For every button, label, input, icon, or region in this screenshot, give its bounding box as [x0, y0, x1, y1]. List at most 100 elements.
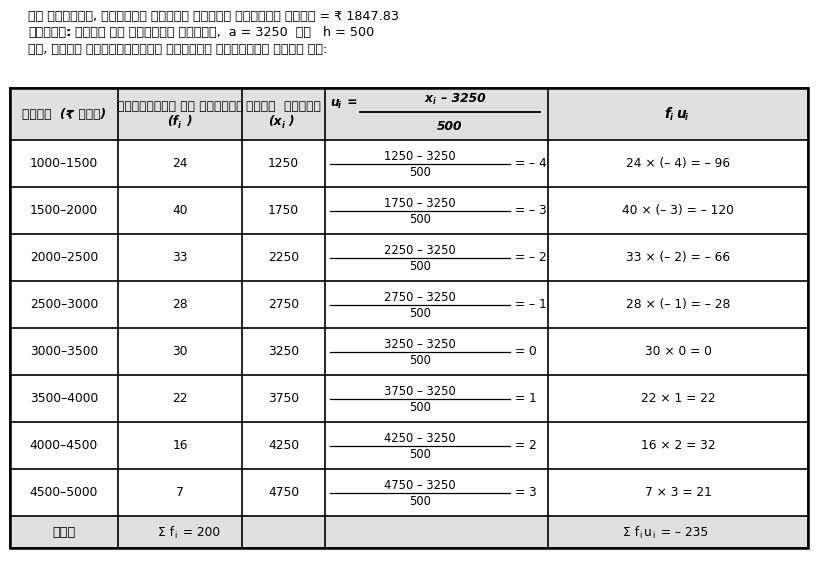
Text: i: i [652, 531, 654, 540]
Text: 16 × 2 = 32: 16 × 2 = 32 [640, 439, 715, 452]
Text: i: i [281, 122, 285, 131]
Text: i: i [338, 101, 341, 110]
Text: 1000–1500: 1000–1500 [30, 157, 98, 170]
Text: 16: 16 [173, 439, 188, 452]
Text: =: = [343, 96, 357, 109]
Text: 3750: 3750 [268, 392, 299, 405]
Text: = 2: = 2 [515, 439, 537, 452]
Text: 40: 40 [173, 204, 188, 217]
Text: 28: 28 [172, 298, 188, 311]
Text: योग: योग [52, 525, 75, 538]
Text: = 200: = 200 [179, 525, 220, 538]
Text: 1500–2000: 1500–2000 [30, 204, 98, 217]
Text: 500: 500 [409, 401, 431, 414]
Text: 4750 – 3250: 4750 – 3250 [384, 479, 456, 492]
Text: 7 × 3 = 21: 7 × 3 = 21 [645, 486, 712, 499]
Text: 30 × 0 = 0: 30 × 0 = 0 [645, 345, 712, 358]
Text: (f: (f [167, 115, 178, 128]
Text: ): ) [289, 115, 294, 128]
Text: व्यय  (₹ में): व्यय (₹ में) [22, 108, 106, 120]
Text: वर्ग  चिन्ह: वर्ग चिन्ह [246, 101, 321, 114]
Text: माध्य:: माध्य: [28, 26, 71, 39]
Bar [10, 375, 808, 422]
Text: 4000–4500: 4000–4500 [30, 439, 98, 452]
Text: परिवारों की संख्या: परिवारों की संख्या [117, 101, 243, 114]
Text: 24: 24 [173, 157, 188, 170]
Text: 3000–3500: 3000–3500 [30, 345, 98, 358]
Text: 1250: 1250 [268, 157, 299, 170]
Text: 500: 500 [409, 495, 431, 508]
Text: 500: 500 [438, 119, 463, 132]
Bar [10, 281, 808, 328]
Text: 3750 – 3250: 3750 – 3250 [384, 385, 456, 398]
Text: 500: 500 [409, 354, 431, 367]
Text: i: i [178, 122, 181, 131]
Text: 4250: 4250 [268, 439, 299, 452]
Text: 22 × 1 = 22: 22 × 1 = 22 [640, 392, 715, 405]
Text: = – 235: = – 235 [657, 525, 708, 538]
Bar [10, 422, 808, 469]
Text: = – 3: = – 3 [515, 204, 546, 217]
Text: 7: 7 [176, 486, 184, 499]
Text: 3250: 3250 [268, 345, 299, 358]
Text: 500: 500 [409, 307, 431, 320]
Text: u: u [330, 96, 339, 109]
Text: = 1: = 1 [515, 392, 537, 405]
Bar [10, 88, 808, 548]
Text: = – 1: = – 1 [515, 298, 546, 311]
Text: 3500–4000: 3500–4000 [30, 392, 98, 405]
Text: 24 × (– 4) = – 96: 24 × (– 4) = – 96 [626, 157, 730, 170]
Bar [10, 516, 808, 548]
Text: 33 × (– 2) = – 66: 33 × (– 2) = – 66 [626, 251, 730, 264]
Text: = 0: = 0 [515, 345, 537, 358]
Text: 1750: 1750 [268, 204, 299, 217]
Bar [10, 328, 808, 375]
Text: ): ) [186, 115, 191, 128]
Text: 500: 500 [409, 448, 431, 461]
Bar [10, 88, 808, 140]
Text: इस प्रकार, अभीष्ट मासिक प्रति परिवार व्यय = ₹ 1847.83: इस प्रकार, अभीष्ट मासिक प्रति परिवार व्य… [28, 10, 399, 23]
Text: अब, हमें निम्नांकित तालिका प्राप्त होती है:: अब, हमें निम्नांकित तालिका प्राप्त होती … [28, 43, 327, 56]
Text: i: i [433, 97, 436, 106]
Text: Σ f: Σ f [158, 525, 174, 538]
Text: 500: 500 [409, 260, 431, 273]
Bar [10, 140, 808, 187]
Text: 2750 – 3250: 2750 – 3250 [384, 291, 456, 304]
Text: i: i [174, 531, 177, 540]
Text: 30: 30 [173, 345, 188, 358]
Text: 2750: 2750 [268, 298, 299, 311]
Text: i: i [639, 531, 641, 540]
Text: = – 2: = – 2 [515, 251, 546, 264]
Bar [10, 234, 808, 281]
Text: 2000–2500: 2000–2500 [30, 251, 98, 264]
Text: 2250: 2250 [268, 251, 299, 264]
Text: = 3: = 3 [515, 486, 537, 499]
Text: 4750: 4750 [268, 486, 299, 499]
Text: (x: (x [268, 115, 281, 128]
Text: 4250 – 3250: 4250 – 3250 [384, 432, 456, 445]
Text: 1750 – 3250: 1750 – 3250 [384, 197, 456, 210]
Text: 4500–5000: 4500–5000 [29, 486, 98, 499]
Text: = – 4: = – 4 [515, 157, 546, 170]
Text: 33: 33 [173, 251, 188, 264]
Text: i: i [685, 114, 688, 123]
Bar [10, 187, 808, 234]
Text: माना कि कल्पित माध्य,  a = 3250  और   h = 500: माना कि कल्पित माध्य, a = 3250 और h = 50… [75, 26, 375, 39]
Text: Σ f: Σ f [623, 525, 639, 538]
Text: f: f [664, 107, 670, 121]
Text: 28 × (– 1) = – 28: 28 × (– 1) = – 28 [626, 298, 730, 311]
Text: u: u [676, 107, 685, 121]
Text: i: i [670, 114, 673, 123]
Text: 2250 – 3250: 2250 – 3250 [384, 244, 456, 257]
Text: – 3250: – 3250 [437, 92, 486, 105]
Text: 3250 – 3250: 3250 – 3250 [384, 338, 456, 351]
Text: x: x [425, 92, 433, 105]
Text: 2500–3000: 2500–3000 [30, 298, 98, 311]
Text: 22: 22 [173, 392, 188, 405]
Bar [10, 469, 808, 516]
Text: u: u [644, 525, 652, 538]
Text: 1250 – 3250: 1250 – 3250 [384, 150, 456, 163]
Text: 500: 500 [409, 213, 431, 226]
Text: 500: 500 [409, 166, 431, 179]
Text: 40 × (– 3) = – 120: 40 × (– 3) = – 120 [622, 204, 734, 217]
